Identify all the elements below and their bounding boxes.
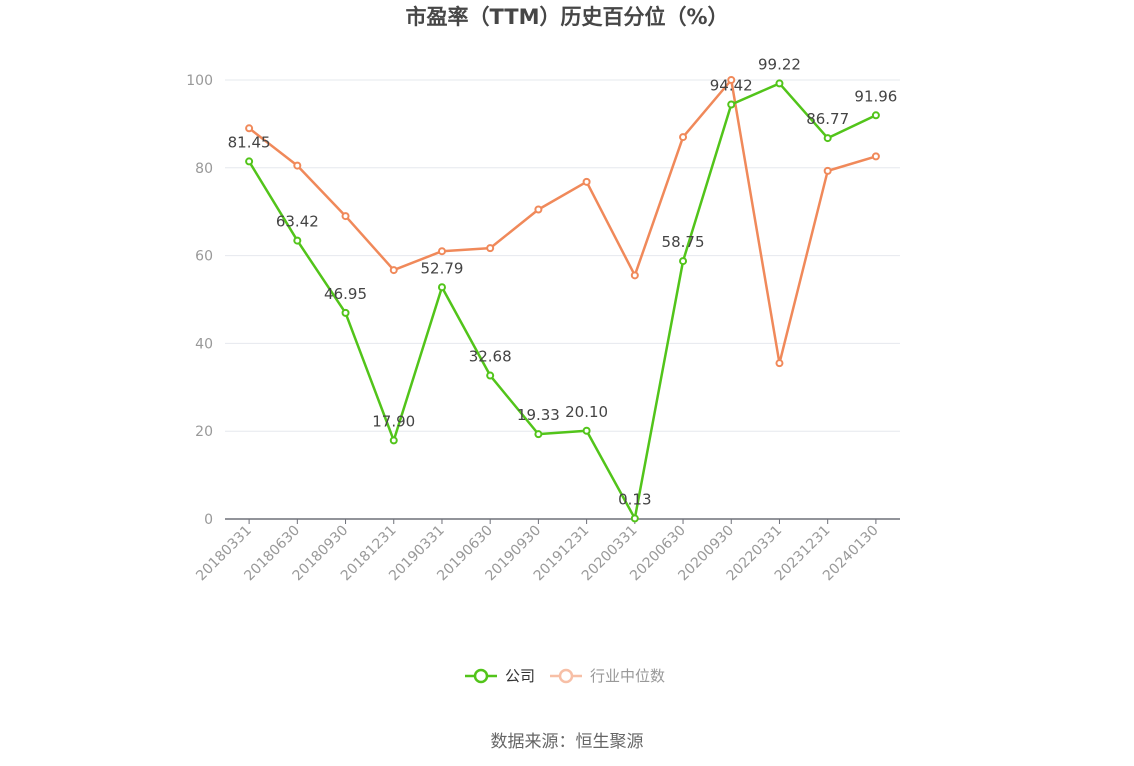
series-lines	[245, 76, 880, 523]
data-label: 81.45	[228, 133, 271, 151]
series-line	[248, 78, 877, 365]
data-point[interactable]	[679, 257, 688, 266]
data-label: 91.96	[854, 87, 897, 105]
legend-label: 公司	[505, 667, 535, 685]
data-label: 19.33	[517, 406, 560, 424]
legend-item[interactable]: 公司	[465, 667, 535, 685]
data-label: 52.79	[420, 259, 463, 277]
data-point[interactable]	[341, 212, 350, 221]
legend-label: 行业中位数	[590, 667, 665, 685]
data-label: 46.95	[324, 285, 367, 303]
y-tick-label: 100	[186, 73, 213, 89]
data-point[interactable]	[823, 134, 832, 143]
grid-lines	[225, 79, 900, 432]
data-point[interactable]	[630, 271, 639, 280]
data-label: 94.42	[710, 76, 753, 94]
chart-title: 市盈率（TTM）历史百分位（%）	[405, 5, 728, 29]
data-point[interactable]	[293, 236, 302, 245]
y-tick-label: 40	[195, 336, 213, 352]
data-point[interactable]	[582, 177, 591, 186]
data-point[interactable]	[871, 111, 880, 120]
data-point[interactable]	[534, 205, 543, 214]
data-label: 17.90	[372, 412, 415, 430]
data-point[interactable]	[341, 308, 350, 317]
series-0	[245, 79, 880, 523]
data-point[interactable]	[437, 247, 446, 256]
data-point[interactable]	[630, 514, 639, 523]
data-point[interactable]	[775, 79, 784, 88]
data-label: 20.10	[565, 403, 608, 421]
data-point[interactable]	[679, 133, 688, 142]
data-label: 86.77	[806, 110, 849, 128]
data-point[interactable]	[823, 166, 832, 175]
data-point[interactable]	[245, 157, 254, 166]
data-point[interactable]	[293, 161, 302, 170]
data-point[interactable]	[486, 244, 495, 253]
y-tick-label: 80	[195, 161, 213, 177]
data-point[interactable]	[486, 371, 495, 380]
data-point[interactable]	[245, 124, 254, 133]
y-tick-label: 0	[204, 512, 213, 528]
y-tick-label: 20	[195, 424, 213, 440]
data-label: 99.22	[758, 55, 801, 73]
data-point[interactable]	[582, 426, 591, 435]
data-point[interactable]	[727, 76, 736, 84]
data-point[interactable]	[534, 430, 543, 439]
legend: 公司 行业中位数	[465, 667, 665, 685]
data-label: 32.68	[469, 348, 512, 366]
data-point[interactable]	[871, 152, 880, 161]
data-point[interactable]	[437, 283, 446, 292]
y-tick-label: 60	[195, 249, 213, 265]
data-point[interactable]	[775, 359, 784, 368]
data-label: 58.75	[662, 233, 705, 251]
data-point[interactable]	[389, 436, 398, 445]
axes: 0204060801002018033120180630201809302018…	[186, 73, 900, 584]
legend-swatch-marker	[473, 668, 489, 684]
data-labels: 81.45 63.42 46.95 17.90 52.79 32.68 19.33 20.10…	[228, 55, 898, 508]
data-label: 0.13	[618, 490, 651, 508]
series-line	[248, 82, 877, 520]
legend-item[interactable]: 行业中位数	[550, 667, 665, 685]
data-point[interactable]	[389, 266, 398, 275]
data-point[interactable]	[727, 100, 736, 109]
series-1	[245, 76, 880, 368]
source-note: 数据来源：恒生聚源	[491, 732, 644, 752]
legend-swatch-marker	[558, 668, 574, 684]
data-label: 63.42	[276, 213, 319, 231]
